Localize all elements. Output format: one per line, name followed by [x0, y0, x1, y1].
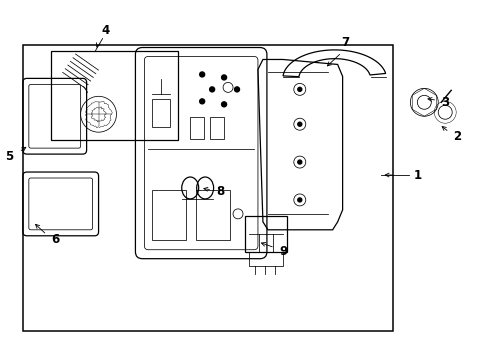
Circle shape	[200, 72, 205, 77]
Bar	[152, 190, 186, 240]
Circle shape	[210, 87, 215, 92]
Circle shape	[298, 87, 302, 91]
Circle shape	[298, 122, 302, 126]
Text: 4: 4	[101, 23, 110, 37]
Text: 7: 7	[342, 36, 350, 49]
Circle shape	[200, 99, 205, 104]
Circle shape	[235, 87, 240, 92]
Circle shape	[298, 198, 302, 202]
Text: 6: 6	[51, 233, 59, 246]
Circle shape	[221, 75, 226, 80]
Bar	[210, 117, 224, 139]
Text: 3: 3	[441, 96, 449, 109]
Circle shape	[221, 102, 226, 107]
Bar	[152, 99, 171, 127]
Text: 1: 1	[414, 168, 421, 181]
Text: 8: 8	[216, 185, 224, 198]
Bar	[245, 216, 287, 252]
Text: 5: 5	[4, 150, 13, 163]
Bar	[51, 50, 178, 140]
Bar	[249, 252, 283, 266]
Text: 9: 9	[280, 245, 288, 258]
Text: 2: 2	[453, 130, 461, 143]
Circle shape	[298, 160, 302, 164]
Bar	[23, 45, 393, 332]
Bar	[190, 117, 204, 139]
Bar	[196, 190, 230, 240]
